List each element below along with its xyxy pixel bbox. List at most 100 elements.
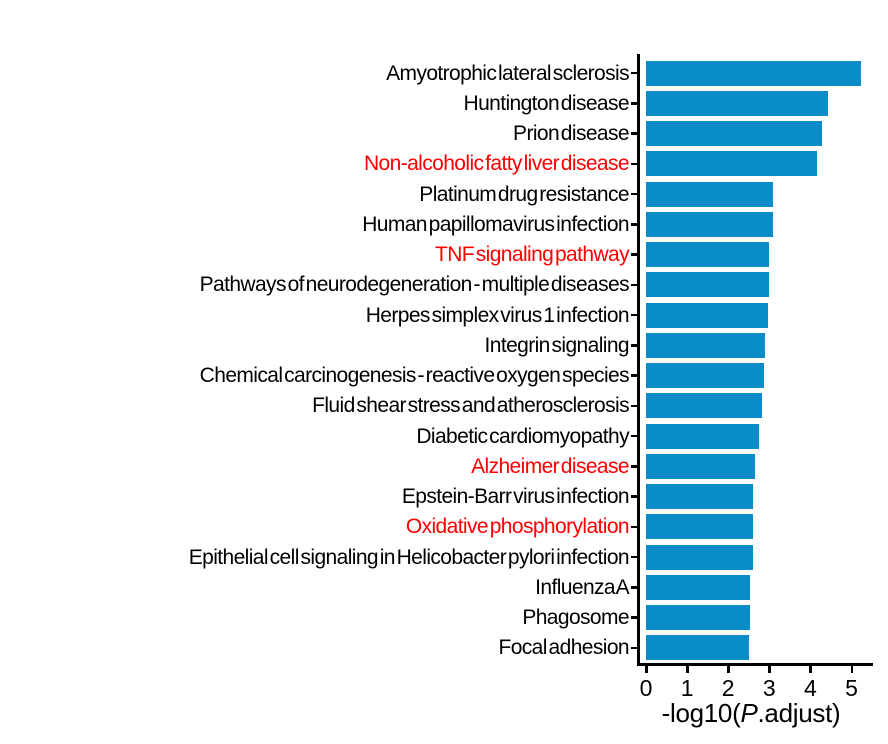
y-tick	[631, 283, 637, 287]
category-row: Fluid shear stress and atherosclerosis	[0, 391, 637, 421]
category-label: Oxidative phosphorylation	[405, 515, 630, 539]
category-row: Epstein-Barr virus infection	[0, 482, 637, 512]
x-tick-label: 4	[803, 675, 817, 701]
x-tick-label: 2	[721, 675, 735, 701]
x-axis-title-italic-p: P	[740, 698, 758, 728]
y-tick	[631, 646, 637, 650]
y-tick	[631, 525, 637, 529]
bar	[646, 302, 769, 328]
bar-row	[646, 149, 881, 179]
x-tick	[727, 666, 730, 673]
y-axis-line	[637, 54, 640, 666]
category-row: Non-alcoholic fatty liver disease	[0, 149, 637, 179]
bar-row	[646, 451, 881, 481]
y-tick	[631, 404, 637, 408]
category-label: Human papillomavirus infection	[362, 212, 629, 236]
y-tick	[631, 313, 637, 317]
bar-row	[646, 603, 881, 633]
category-row: Huntington disease	[0, 88, 637, 118]
bar	[646, 514, 753, 540]
category-label: Amyotrophic lateral sclerosis	[386, 61, 629, 85]
y-tick	[631, 616, 637, 619]
category-row: Oxidative phosphorylation	[0, 512, 637, 542]
bar	[646, 423, 760, 449]
y-tick	[631, 586, 637, 589]
x-tick-label: 3	[762, 675, 776, 701]
bar	[646, 574, 750, 600]
bar	[646, 393, 762, 419]
y-tick	[631, 192, 637, 196]
x-axis-line	[637, 663, 873, 666]
bar	[646, 635, 749, 661]
bar-row	[646, 209, 881, 239]
bar-row	[646, 361, 881, 391]
category-row: Diabetic cardiomyopathy	[0, 421, 637, 451]
y-tick	[631, 223, 637, 226]
bar	[646, 211, 773, 237]
x-tick	[686, 666, 689, 673]
x-tick	[768, 666, 771, 673]
category-label: Phagosome	[522, 606, 629, 630]
y-tick	[631, 344, 637, 347]
category-row: Pathways of neurodegeneration - multiple…	[0, 270, 637, 300]
y-tick	[631, 374, 637, 377]
bar	[646, 605, 750, 631]
bar	[646, 60, 862, 86]
category-label: Platinum drug resistance	[419, 182, 629, 206]
category-row: Amyotrophic lateral sclerosis	[0, 58, 637, 88]
category-label: Alzheimer disease	[471, 454, 629, 478]
y-tick	[631, 132, 637, 135]
y-tick	[631, 495, 637, 498]
category-label: TNF signaling pathway	[435, 243, 630, 267]
x-axis-title-suffix: .adjust)	[757, 698, 841, 728]
category-row: Alzheimer disease	[0, 451, 637, 481]
category-row: Herpes simplex virus 1 infection	[0, 300, 637, 330]
x-tick	[850, 666, 853, 673]
category-row: TNF signaling pathway	[0, 240, 637, 270]
bar-row	[646, 512, 881, 542]
bar-row	[646, 88, 881, 118]
y-tick	[631, 71, 637, 75]
category-label: Focal adhesion	[498, 636, 629, 660]
category-row: Chemical carcinogenesis - reactive oxyge…	[0, 361, 637, 391]
x-tick-label: 5	[845, 675, 858, 701]
bar-row	[646, 421, 881, 451]
category-label: Diabetic cardiomyopathy	[416, 424, 629, 448]
bar-row	[646, 391, 881, 421]
category-label: Herpes simplex virus 1 infection	[365, 303, 630, 327]
category-row: Prion disease	[0, 119, 637, 149]
category-label: Epithelial cell signaling in Helicobacte…	[188, 545, 630, 569]
x-axis: 0 1 2 3 4 5	[640, 666, 881, 706]
x-tick-label: 1	[680, 675, 694, 701]
x-axis-title: -log10(P.adjust)	[586, 698, 888, 729]
bar	[646, 453, 756, 479]
bar	[646, 242, 770, 268]
bar-row	[646, 58, 881, 88]
y-tick	[631, 162, 637, 166]
bar-row	[646, 270, 881, 300]
bar-row	[646, 240, 881, 270]
category-label: Influenza A	[535, 575, 629, 599]
category-row: Epithelial cell signaling in Helicobacte…	[0, 542, 637, 572]
y-tick	[631, 253, 637, 256]
bar	[646, 90, 828, 116]
bar-row	[646, 482, 881, 512]
bar-row	[646, 330, 881, 360]
category-label: Non-alcoholic fatty liver disease	[363, 152, 630, 176]
bars-panel	[646, 58, 881, 663]
category-row: Human papillomavirus infection	[0, 209, 637, 239]
y-tick	[631, 465, 637, 468]
bar	[646, 121, 822, 147]
bar	[646, 363, 764, 389]
bar-row	[646, 300, 881, 330]
category-label: Epstein-Barr virus infection	[401, 485, 630, 509]
category-row: Integrin signaling	[0, 330, 637, 360]
bar	[646, 151, 817, 177]
category-row: Focal adhesion	[0, 633, 637, 663]
bar	[646, 544, 753, 570]
category-row: Phagosome	[0, 603, 637, 633]
category-label: Prion disease	[513, 122, 630, 146]
bar	[646, 484, 753, 510]
y-tick	[631, 102, 637, 105]
